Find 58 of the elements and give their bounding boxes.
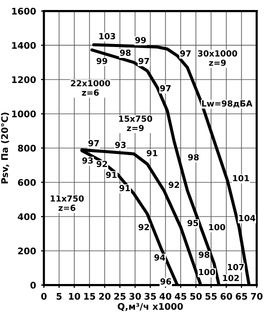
annotation: 99 [135,36,146,44]
annotation: 95 [187,220,198,226]
x-axis-title: Q,м³/ч x1000 [118,303,183,312]
annotation: 92 [138,224,149,230]
annotation: 102 [223,274,239,282]
annotation: 96 [160,278,172,285]
annotation: 97 [180,50,191,57]
annotation: 98 [198,252,210,258]
annotation: 93 [115,142,126,148]
annotation: 91 [119,184,130,192]
annotation: 97 [88,140,99,146]
annotation: 98 [188,154,199,160]
x-tick-label: 45 [174,292,186,300]
annotation: 11x750 z=6 [50,195,84,211]
x-tick-label: 70 [251,292,263,300]
annotation: Lw=98дБА [202,100,252,108]
y-tick-label: 0 [30,282,36,289]
y-tick-label: 1600 [12,8,36,15]
annotation: 104 [239,214,256,222]
annotation: 93 [82,157,93,164]
annotation: 97 [138,58,150,64]
annotation: 94 [154,254,166,261]
x-tick-label: 40 [160,292,172,300]
annotation: 101 [233,174,250,182]
x-tick-label: 15 [84,292,96,300]
annotation: 30x1000 z=9 [198,50,238,66]
x-tick-label: 20 [99,292,111,300]
x-tick-label: 10 [69,292,80,300]
annotation: 98 [120,50,131,56]
annotation: 91 [146,150,158,156]
x-tick-label: 0 [41,292,47,300]
y-tick-label: 200 [18,248,36,254]
x-tick-label: 65 [236,292,248,300]
x-tick-label: 55 [206,292,217,300]
annotation: 103 [99,33,116,40]
annotation: 15x750 z=9 [119,116,152,132]
y-tick-label: 400 [18,213,36,220]
x-tick-label: 5 [56,292,62,300]
y-tick-label: 1200 [12,76,36,84]
annotation: 100 [209,224,226,230]
x-tick-label: 30 [129,292,141,300]
annotation: 91 [106,172,117,178]
x-tick-label: 25 [114,292,126,300]
y-tick-label: 1400 [12,42,36,49]
annotation: 92 [168,182,180,188]
y-tick-label: 800 [18,144,36,152]
y-tick-label: 600 [18,179,36,186]
annotation: 100 [199,268,216,276]
annotation: 107 [228,264,244,270]
x-tick-label: 50 [190,292,202,300]
x-tick-label: 60 [220,292,232,300]
y-axis-title: Psv, Па (20°C) [1,112,10,184]
annotation: 99 [96,58,108,64]
annotation: 92 [96,160,108,168]
annotation: 97 [160,85,171,92]
y-tick-label: 1000 [12,110,36,118]
annotation: 22x1000 z=6 [70,80,110,96]
x-tick-label: 35 [144,292,156,300]
